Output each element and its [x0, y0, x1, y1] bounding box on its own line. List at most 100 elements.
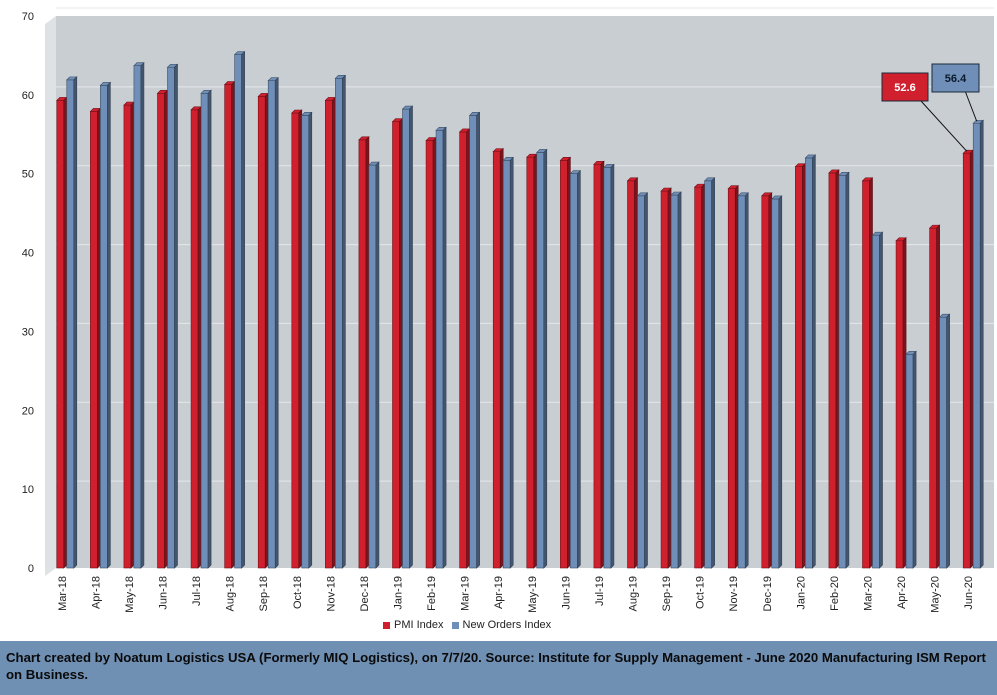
bar — [425, 136, 437, 569]
x-tick-label: Nov-19 — [728, 576, 740, 611]
bar — [871, 231, 884, 569]
bar — [861, 177, 874, 569]
annotations: 52.6 56.4 — [881, 63, 980, 152]
y-tick-label: 30 — [22, 326, 34, 338]
bar — [391, 117, 404, 569]
plot-side-wall — [45, 16, 56, 576]
bar — [928, 224, 941, 569]
y-tick-label: 40 — [22, 248, 34, 260]
bar — [569, 169, 582, 569]
bar — [166, 63, 179, 569]
x-tick-label: Jul-19 — [594, 576, 606, 606]
annotation-callout: 56.4 — [931, 63, 980, 122]
bar — [771, 195, 783, 569]
bar — [727, 184, 739, 569]
x-tick-label: Oct-19 — [695, 576, 707, 609]
bar — [358, 136, 370, 569]
bar — [502, 156, 514, 569]
x-tick-label: Dec-18 — [359, 576, 371, 611]
bar — [66, 76, 78, 569]
annotation-label: 56.4 — [945, 73, 967, 85]
x-axis-ticks: Mar-18 Apr-18 May-18 Jun-18 Jul-18 Aug-18 Sep-… — [57, 576, 975, 613]
bar — [123, 101, 135, 569]
bar — [334, 74, 347, 569]
legend-label-new-orders: New Orders Index — [462, 619, 552, 631]
legend-item-new-orders: New Orders Index — [451, 619, 552, 631]
bar — [190, 106, 202, 569]
bar — [492, 147, 504, 569]
bar — [905, 350, 917, 569]
bar — [626, 177, 639, 569]
legend-swatch-pmi — [383, 621, 390, 629]
x-tick-label: Nov-18 — [325, 576, 337, 611]
bar — [828, 169, 840, 569]
bar — [559, 156, 572, 569]
x-tick-label: Oct-18 — [292, 576, 304, 609]
bar — [257, 92, 269, 569]
x-tick-label: Mar-20 — [863, 576, 875, 611]
bar — [468, 111, 481, 569]
x-tick-label: Mar-19 — [460, 576, 472, 611]
bar — [301, 111, 313, 569]
x-tick-label: Feb-19 — [426, 576, 438, 611]
bar — [636, 192, 649, 569]
x-tick-label: Jan-19 — [393, 576, 405, 610]
bar — [670, 191, 682, 569]
x-tick-label: Sep-19 — [661, 576, 673, 611]
bar — [703, 177, 716, 569]
bar — [267, 76, 279, 569]
legend: PMI Index New Orders Index — [383, 619, 559, 631]
x-tick-label: Aug-19 — [628, 576, 640, 611]
bar — [291, 109, 303, 569]
bar — [435, 126, 447, 569]
x-tick-label: Mar-18 — [57, 576, 69, 611]
bar — [233, 50, 246, 569]
x-tick-label: May-18 — [124, 576, 136, 613]
y-axis-ticks: 0 10 20 30 40 50 60 70 — [22, 11, 34, 575]
bar-chart: 0 10 20 30 40 50 60 70 Mar-18 Apr-18 May-18 Jun-18… — [22, 7, 994, 613]
x-tick-label: Jul-18 — [191, 576, 203, 606]
x-tick-label: Dec-19 — [762, 576, 774, 611]
y-tick-label: 50 — [22, 169, 34, 181]
x-tick-label: May-19 — [527, 576, 539, 613]
bar — [693, 183, 706, 569]
bar — [99, 81, 112, 569]
annotation-label: 52.6 — [894, 82, 915, 94]
x-tick-label: Jun-19 — [560, 576, 572, 610]
x-tick-label: Apr-20 — [896, 576, 908, 609]
x-tick-label: Jun-20 — [963, 576, 975, 610]
x-tick-label: Apr-18 — [90, 576, 102, 609]
y-tick-label: 70 — [22, 11, 34, 23]
x-tick-label: May-20 — [930, 576, 942, 613]
bar — [761, 192, 773, 569]
bar — [526, 153, 538, 569]
bar — [156, 89, 169, 569]
bar — [962, 149, 974, 569]
x-tick-label: Aug-18 — [225, 576, 237, 611]
bar — [200, 89, 212, 569]
bar — [401, 105, 414, 569]
footer-source-note: Chart created by Noatum Logistics USA (F… — [0, 641, 997, 695]
bar — [737, 192, 749, 569]
x-tick-label: Jan-20 — [795, 576, 807, 610]
x-tick-label: Jun-18 — [158, 576, 170, 610]
bar — [972, 119, 984, 569]
bar — [838, 171, 850, 569]
plot-back-wall — [56, 16, 994, 568]
bar — [89, 107, 102, 569]
footer-text: Chart created by Noatum Logistics USA (F… — [6, 650, 986, 682]
bar — [324, 96, 337, 569]
bar — [895, 237, 907, 569]
x-tick-label: Feb-20 — [829, 576, 841, 611]
bar — [804, 154, 817, 569]
y-tick-label: 10 — [22, 484, 34, 496]
bar — [794, 162, 807, 569]
legend-item-pmi: PMI Index — [383, 619, 444, 631]
bar — [56, 96, 68, 569]
y-tick-label: 60 — [22, 90, 34, 102]
bar — [458, 128, 471, 569]
bar — [368, 161, 380, 569]
bar — [603, 163, 615, 569]
y-tick-label: 0 — [28, 563, 34, 575]
y-tick-label: 20 — [22, 405, 34, 417]
